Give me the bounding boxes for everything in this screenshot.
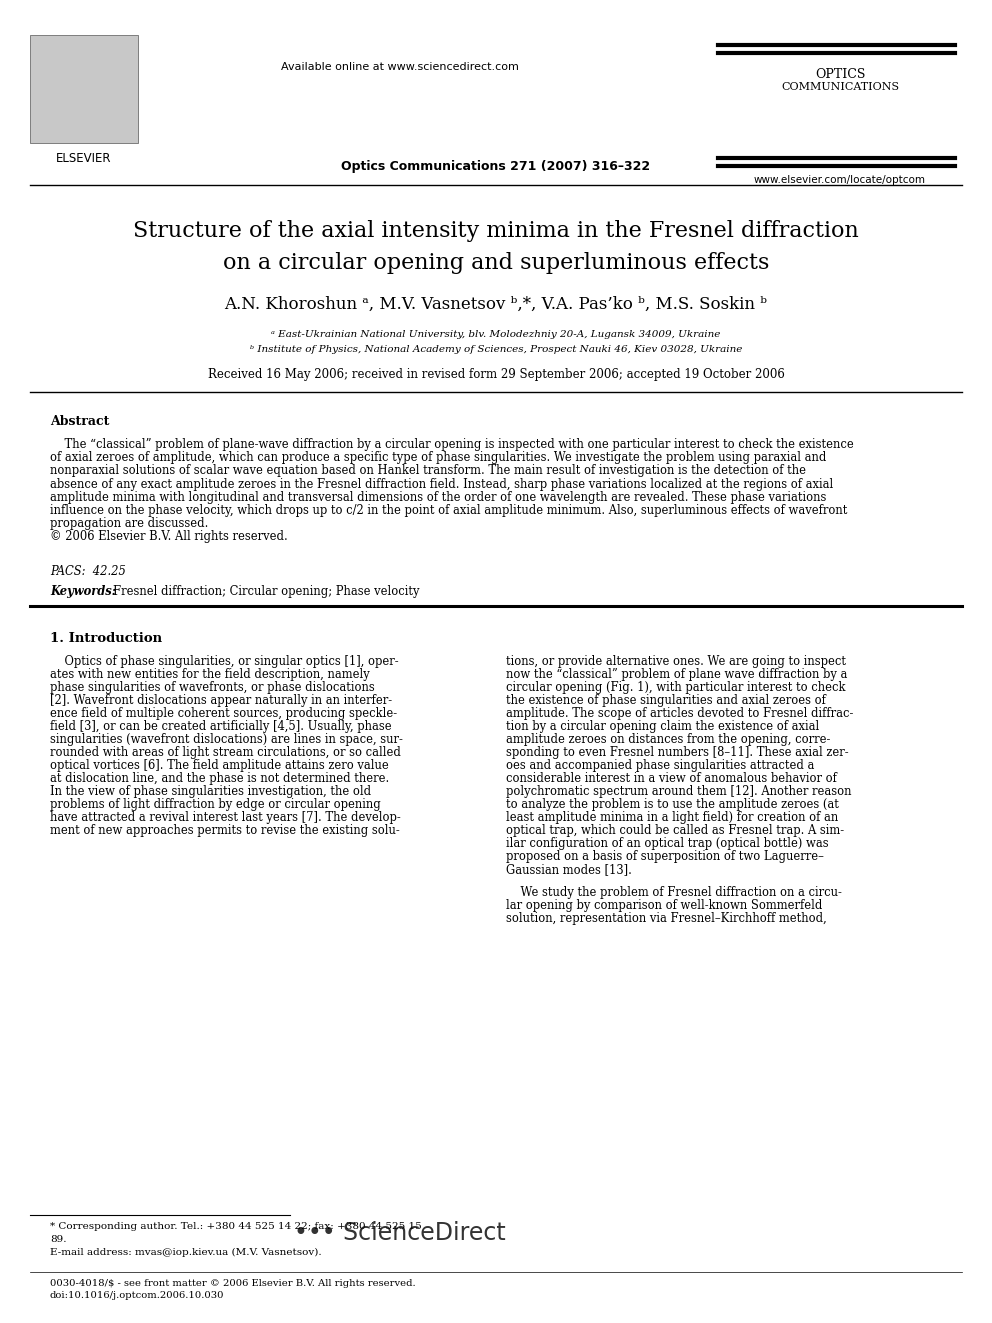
Text: lar opening by comparison of well-known Sommerfeld: lar opening by comparison of well-known … <box>506 900 822 912</box>
Text: have attracted a revival interest last years [7]. The develop-: have attracted a revival interest last y… <box>50 811 401 824</box>
Text: amplitude zeroes on distances from the opening, corre-: amplitude zeroes on distances from the o… <box>506 733 830 746</box>
Text: Optics of phase singularities, or singular optics [1], oper-: Optics of phase singularities, or singul… <box>50 655 399 668</box>
Text: ••• ScienceDirect: ••• ScienceDirect <box>294 1221 506 1245</box>
Text: ates with new entities for the field description, namely: ates with new entities for the field des… <box>50 668 370 681</box>
Text: ilar configuration of an optical trap (optical bottle) was: ilar configuration of an optical trap (o… <box>506 837 828 849</box>
Text: Available online at www.sciencedirect.com: Available online at www.sciencedirect.co… <box>281 62 519 71</box>
Text: considerable interest in a view of anomalous behavior of: considerable interest in a view of anoma… <box>506 773 837 785</box>
Text: Gaussian modes [13].: Gaussian modes [13]. <box>506 863 632 876</box>
Text: Fresnel diffraction; Circular opening; Phase velocity: Fresnel diffraction; Circular opening; P… <box>113 585 420 598</box>
Text: problems of light diffraction by edge or circular opening: problems of light diffraction by edge or… <box>50 798 381 811</box>
Text: influence on the phase velocity, which drops up to c/2 in the point of axial amp: influence on the phase velocity, which d… <box>50 504 847 517</box>
Text: amplitude. The scope of articles devoted to Fresnel diffrac-: amplitude. The scope of articles devoted… <box>506 706 853 720</box>
Text: on a circular opening and superluminous effects: on a circular opening and superluminous … <box>223 251 769 274</box>
Text: to analyze the problem is to use the amplitude zeroes (at: to analyze the problem is to use the amp… <box>506 798 839 811</box>
Text: © 2006 Elsevier B.V. All rights reserved.: © 2006 Elsevier B.V. All rights reserved… <box>50 531 288 544</box>
Text: amplitude minima with longitudinal and transversal dimensions of the order of on: amplitude minima with longitudinal and t… <box>50 491 826 504</box>
Text: OPTICS: OPTICS <box>814 67 865 81</box>
Text: Structure of the axial intensity minima in the Fresnel diffraction: Structure of the axial intensity minima … <box>133 220 859 242</box>
Text: A.N. Khoroshun ᵃ, M.V. Vasnetsov ᵇ,*, V.A. Pas’ko ᵇ, M.S. Soskin ᵇ: A.N. Khoroshun ᵃ, M.V. Vasnetsov ᵇ,*, V.… <box>224 296 768 314</box>
Text: oes and accompanied phase singularities attracted a: oes and accompanied phase singularities … <box>506 759 814 773</box>
Text: Abstract: Abstract <box>50 415 109 429</box>
Text: doi:10.1016/j.optcom.2006.10.030: doi:10.1016/j.optcom.2006.10.030 <box>50 1291 224 1301</box>
Text: singularities (wavefront dislocations) are lines in space, sur-: singularities (wavefront dislocations) a… <box>50 733 403 746</box>
Text: circular opening (Fig. 1), with particular interest to check: circular opening (Fig. 1), with particul… <box>506 681 845 695</box>
Text: the existence of phase singularities and axial zeroes of: the existence of phase singularities and… <box>506 695 826 706</box>
Text: optical trap, which could be called as Fresnel trap. A sim-: optical trap, which could be called as F… <box>506 824 844 837</box>
Text: sponding to even Fresnel numbers [8–11]. These axial zer-: sponding to even Fresnel numbers [8–11].… <box>506 746 848 759</box>
Text: ence field of multiple coherent sources, producing speckle-: ence field of multiple coherent sources,… <box>50 706 397 720</box>
Text: [2]. Wavefront dislocations appear naturally in an interfer-: [2]. Wavefront dislocations appear natur… <box>50 695 392 706</box>
Text: The “classical” problem of plane-wave diffraction by a circular opening is inspe: The “classical” problem of plane-wave di… <box>50 438 854 451</box>
Text: field [3], or can be created artificially [4,5]. Usually, phase: field [3], or can be created artificiall… <box>50 720 392 733</box>
Text: COMMUNICATIONS: COMMUNICATIONS <box>781 82 899 93</box>
Text: E-mail address: mvas@iop.kiev.ua (M.V. Vasnetsov).: E-mail address: mvas@iop.kiev.ua (M.V. V… <box>50 1248 321 1257</box>
Text: tions, or provide alternative ones. We are going to inspect: tions, or provide alternative ones. We a… <box>506 655 846 668</box>
Text: proposed on a basis of superposition of two Laguerre–: proposed on a basis of superposition of … <box>506 849 824 863</box>
Text: now the “classical” problem of plane wave diffraction by a: now the “classical” problem of plane wav… <box>506 668 847 681</box>
Text: propagation are discussed.: propagation are discussed. <box>50 517 208 531</box>
Text: nonparaxial solutions of scalar wave equation based on Hankel transform. The mai: nonparaxial solutions of scalar wave equ… <box>50 464 806 478</box>
Bar <box>30 34 138 143</box>
Text: 0030-4018/$ - see front matter © 2006 Elsevier B.V. All rights reserved.: 0030-4018/$ - see front matter © 2006 El… <box>50 1279 416 1289</box>
Text: ᵃ East-Ukrainian National University, blv. Molodezhniy 20-A, Lugansk 34009, Ukra: ᵃ East-Ukrainian National University, bl… <box>272 329 720 339</box>
Text: www.elsevier.com/locate/optcom: www.elsevier.com/locate/optcom <box>754 175 926 185</box>
Text: ment of new approaches permits to revise the existing solu-: ment of new approaches permits to revise… <box>50 824 400 837</box>
Text: phase singularities of wavefronts, or phase dislocations: phase singularities of wavefronts, or ph… <box>50 681 375 695</box>
Text: ELSEVIER: ELSEVIER <box>57 152 112 165</box>
Text: 89.: 89. <box>50 1234 66 1244</box>
Text: polychromatic spectrum around them [12]. Another reason: polychromatic spectrum around them [12].… <box>506 785 851 798</box>
Text: of axial zeroes of amplitude, which can produce a specific type of phase singula: of axial zeroes of amplitude, which can … <box>50 451 826 464</box>
Text: solution, representation via Fresnel–Kirchhoff method,: solution, representation via Fresnel–Kir… <box>506 912 826 925</box>
Text: at dislocation line, and the phase is not determined there.: at dislocation line, and the phase is no… <box>50 773 389 785</box>
Text: Keywords:: Keywords: <box>50 585 124 598</box>
Text: We study the problem of Fresnel diffraction on a circu-: We study the problem of Fresnel diffract… <box>506 886 842 900</box>
Text: 1. Introduction: 1. Introduction <box>50 632 162 646</box>
Text: least amplitude minima in a light field) for creation of an: least amplitude minima in a light field)… <box>506 811 838 824</box>
Text: PACS:  42.25: PACS: 42.25 <box>50 565 126 578</box>
Text: ᵇ Institute of Physics, National Academy of Sciences, Prospect Nauki 46, Kiev 03: ᵇ Institute of Physics, National Academy… <box>250 345 742 355</box>
Text: absence of any exact amplitude zeroes in the Fresnel diffraction field. Instead,: absence of any exact amplitude zeroes in… <box>50 478 833 491</box>
Text: Optics Communications 271 (2007) 316–322: Optics Communications 271 (2007) 316–322 <box>341 160 651 173</box>
Text: Received 16 May 2006; received in revised form 29 September 2006; accepted 19 Oc: Received 16 May 2006; received in revise… <box>207 368 785 381</box>
Text: * Corresponding author. Tel.: +380 44 525 14 22; fax: +380 44 525 15: * Corresponding author. Tel.: +380 44 52… <box>50 1222 422 1230</box>
Text: tion by a circular opening claim the existence of axial: tion by a circular opening claim the exi… <box>506 720 819 733</box>
Text: optical vortices [6]. The field amplitude attains zero value: optical vortices [6]. The field amplitud… <box>50 759 389 773</box>
Text: rounded with areas of light stream circulations, or so called: rounded with areas of light stream circu… <box>50 746 401 759</box>
Text: In the view of phase singularities investigation, the old: In the view of phase singularities inves… <box>50 785 371 798</box>
